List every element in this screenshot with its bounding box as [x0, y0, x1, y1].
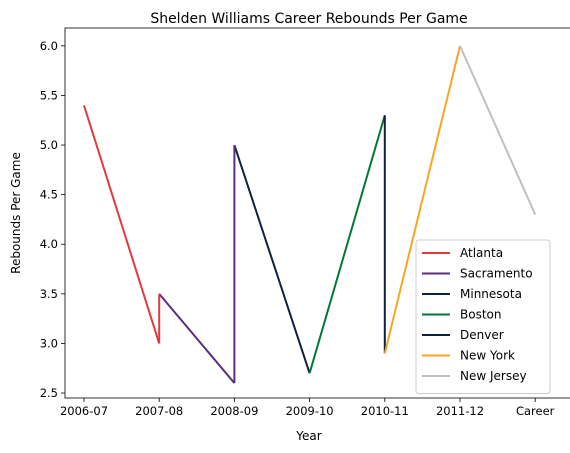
y-tick-label: 4.0 [40, 237, 58, 251]
x-axis: 2006-07 2007-08 2008-09 2009-10 2010-11 2011-… [60, 398, 555, 418]
y-tick-label: 2.5 [40, 386, 58, 400]
y-axis-label: Rebounds Per Game [9, 152, 23, 274]
x-tick-label: 2007-08 [135, 404, 183, 418]
y-tick-label: 3.5 [40, 287, 58, 301]
y-tick-label: 5.5 [40, 88, 58, 102]
y-axis: 2.5 3.0 3.5 4.0 4.5 5.0 5.5 6.0 [40, 39, 65, 400]
series-line-6 [460, 46, 535, 215]
legend-label: Denver [460, 328, 504, 342]
x-tick-label: 2011-12 [436, 404, 484, 418]
x-tick-label: 2006-07 [60, 404, 108, 418]
y-tick-label: 4.5 [40, 188, 58, 202]
series-line-0 [84, 105, 159, 343]
x-tick-label: Career [516, 404, 555, 418]
legend-label: Atlanta [460, 246, 503, 260]
chart-title: Shelden Williams Career Rebounds Per Gam… [150, 11, 467, 27]
x-axis-label: Year [295, 429, 321, 443]
legend-label: New York [460, 349, 515, 363]
x-tick-label: 2010-11 [361, 404, 409, 418]
series-line-1 [159, 294, 234, 383]
legend: Atlanta Sacramento Minnesota Boston Denver Ne… [416, 240, 550, 394]
legend-label: Sacramento [460, 267, 533, 281]
y-tick-label: 5.0 [40, 138, 58, 152]
series-line-2 [234, 145, 309, 373]
series-line-3 [310, 115, 385, 373]
x-tick-label: 2009-10 [286, 404, 334, 418]
legend-label: New Jersey [460, 369, 527, 383]
y-tick-label: 3.0 [40, 336, 58, 350]
legend-label: Minnesota [460, 287, 522, 301]
legend-label: Boston [460, 308, 501, 322]
x-tick-label: 2008-09 [210, 404, 258, 418]
y-tick-label: 6.0 [40, 39, 58, 53]
